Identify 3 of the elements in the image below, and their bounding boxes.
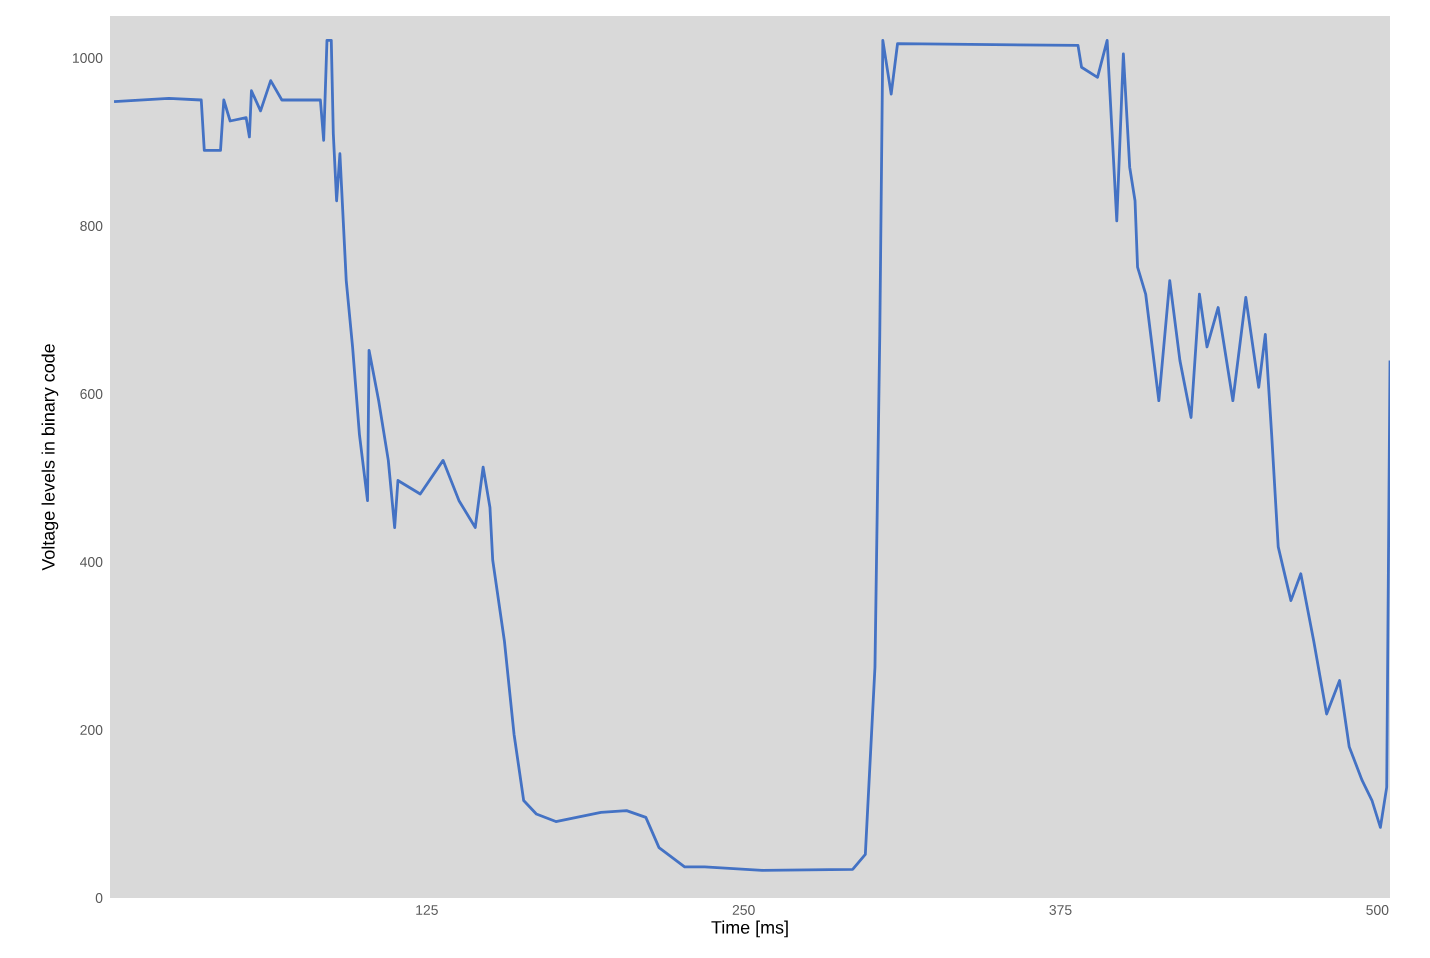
line-series [112, 38, 1391, 872]
y-axis-title: Voltage levels in binary code [41, 344, 59, 571]
x-axis-title: Time [ms] [711, 920, 788, 938]
